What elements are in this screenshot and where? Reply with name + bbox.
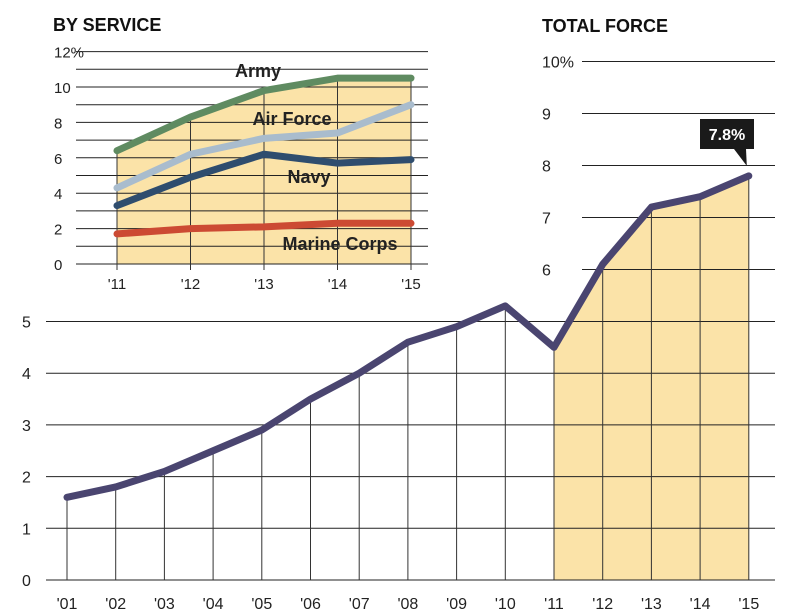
total-force-point (600, 261, 606, 267)
by-service-vertical-gridlines (116, 78, 412, 270)
x-tick-label: '10 (495, 596, 516, 613)
total-force-point (210, 448, 216, 454)
y-tick-label: 2 (22, 470, 31, 487)
by-service-x-ticks: '11 '12 '13 '14 '15 (108, 276, 421, 293)
x-tick-label: '03 (154, 596, 175, 613)
y-tick-label: 5 (22, 315, 31, 332)
total-force-point (746, 173, 752, 179)
total-force-title: TOTAL FORCE (542, 16, 668, 36)
inset-x-tick-label: '12 (181, 276, 201, 293)
x-tick-label: '04 (203, 596, 224, 613)
inset-y-tick-label: 10 (54, 80, 71, 97)
x-tick-label: '08 (397, 596, 418, 613)
total-force-point (405, 339, 411, 345)
by-service-title: BY SERVICE (53, 15, 161, 35)
series-label-navy: Navy (287, 167, 330, 187)
inset-y-tick-label: 12% (54, 45, 84, 62)
inset-x-tick-label: '14 (328, 276, 348, 293)
by-service-lines (113, 74, 415, 238)
series-label-marine-corps: Marine Corps (282, 234, 397, 254)
callout-box (700, 119, 754, 149)
x-tick-label: '06 (300, 596, 321, 613)
total-force-point (454, 324, 460, 330)
inset-x-tick-label: '13 (254, 276, 274, 293)
total-force-line-group (63, 172, 753, 501)
x-tick-label: '07 (349, 596, 370, 613)
y-tick-label: 0 (22, 573, 31, 590)
inset-x-tick-label: '15 (401, 276, 421, 293)
callout-pointer (734, 149, 747, 166)
total-force-callout: 7.8% (700, 119, 754, 166)
callout-label: 7.8% (709, 127, 745, 144)
total-force-point (502, 303, 508, 309)
by-service-y-ticks: 0 2 4 6 8 10 12% (54, 45, 84, 274)
total-force-point (648, 204, 654, 210)
series-line-navy (113, 150, 415, 210)
by-service-series-labels: Army Air Force Navy Marine Corps (235, 61, 398, 254)
total-force-point (551, 344, 557, 350)
x-tick-label: '09 (446, 596, 467, 613)
y-tick-label: 10% (542, 55, 574, 72)
inset-y-tick-label: 4 (54, 186, 62, 203)
total-force-y-ticks: 0 1 2 3 4 5 6 7 8 9 10% (22, 55, 574, 591)
total-force-point (113, 484, 119, 490)
total-force-gridlines (46, 61, 775, 581)
y-tick-label: 6 (542, 263, 551, 280)
inset-x-tick-label: '11 (108, 276, 126, 293)
total-force-vertical-gridlines (66, 175, 750, 580)
inset-y-tick-label: 2 (54, 222, 62, 239)
y-tick-label: 1 (22, 521, 31, 538)
series-line-army (113, 74, 415, 155)
y-tick-label: 7 (542, 211, 551, 228)
total-force-point (161, 468, 167, 474)
x-tick-label: '14 (690, 596, 711, 613)
series-label-air-force: Air Force (252, 109, 331, 129)
inset-y-tick-label: 0 (54, 257, 62, 274)
series-line-air-force (113, 101, 415, 192)
y-tick-label: 9 (542, 107, 551, 124)
total-force-point (64, 494, 70, 500)
x-tick-label: '02 (105, 596, 126, 613)
by-service-gridlines (76, 51, 428, 265)
x-tick-label: '13 (641, 596, 662, 613)
series-line-marine-corps (113, 219, 415, 238)
x-tick-label: '01 (57, 596, 78, 613)
y-tick-label: 8 (542, 159, 551, 176)
x-tick-label: '15 (738, 596, 759, 613)
inset-y-tick-label: 6 (54, 151, 62, 168)
series-label-army: Army (235, 61, 281, 81)
total-force-point (356, 370, 362, 376)
x-tick-label: '05 (251, 596, 272, 613)
total-force-x-ticks: '01 '02 '03 '04 '05 '06 '07 '08 '09 '10 '11 '12 '13 '… (57, 596, 760, 613)
x-tick-label: '12 (592, 596, 613, 613)
total-force-point (697, 194, 703, 200)
total-force-point (308, 396, 313, 402)
x-tick-label: '11 (544, 596, 564, 613)
y-tick-label: 4 (22, 366, 31, 383)
y-tick-label: 3 (22, 418, 31, 435)
inset-y-tick-label: 8 (54, 115, 62, 132)
total-force-point (259, 427, 265, 433)
